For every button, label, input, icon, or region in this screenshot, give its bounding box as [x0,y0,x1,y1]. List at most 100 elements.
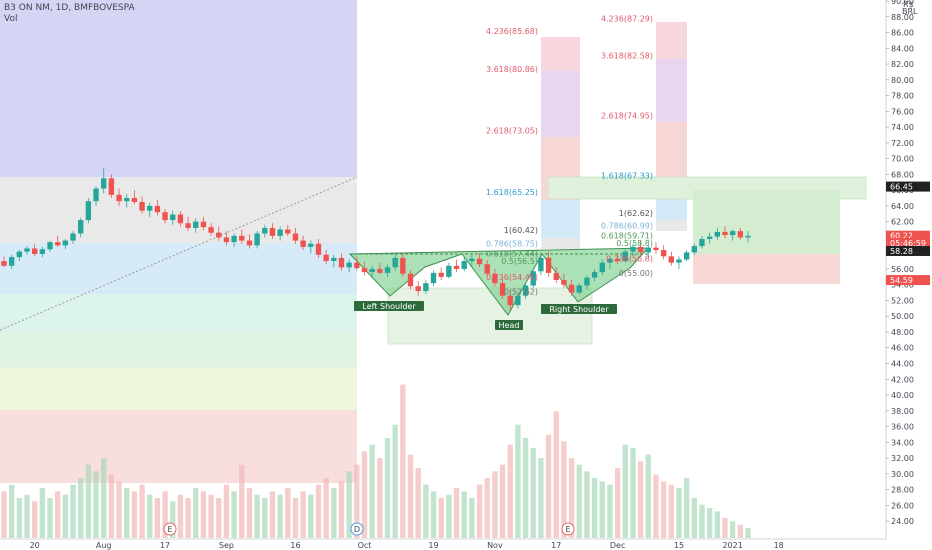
volume-bar [277,494,283,538]
candle-body [607,258,613,263]
candle-body [530,271,536,286]
candle-body [346,262,352,268]
candle-body [676,259,682,263]
candle-body [492,273,498,284]
volume-bar [154,498,161,538]
fib-left-blue [541,200,580,238]
volume-bar [8,484,15,538]
volume-bar [553,411,559,538]
fib-left-label: 0.786(58.75) [486,239,538,248]
volume-bar [39,488,46,538]
candle-body [584,277,590,286]
time-axis-ticks: 20 Aug 17 Sep 16 Oct 19 Nov 17 Dec 15 2021 18 [30,541,784,550]
fib-right-red [656,122,687,182]
volume-bar [292,498,299,538]
svg-text:E: E [565,525,570,534]
volume-bar [492,471,498,538]
candle-body [292,233,299,241]
region-purple [0,0,357,177]
candle-body [31,248,38,254]
fib-right-label: 0.5(58.8) [616,239,653,248]
volume-bar [55,491,61,538]
candle-body [39,249,46,254]
volume-bar [223,484,230,538]
candle-body [277,229,283,236]
volume-bar [323,478,329,538]
volume-bar [361,451,368,538]
head-shoulders-pattern[interactable] [348,247,650,316]
event-markers[interactable]: E D E [163,522,575,536]
candle-body [131,198,138,202]
candle-body [193,221,199,228]
region-grey [0,177,357,243]
volume-bar [331,488,337,538]
volume-legend[interactable]: Vol [4,14,18,24]
candle-body [400,257,406,274]
price-tag-label: 58.28 [890,247,913,256]
price-tick-label: 62.00 [891,218,914,227]
volume-bar [446,494,452,538]
candle-body [8,257,15,266]
volume-bar [538,458,544,538]
candle-body [538,257,544,272]
price-tag-bg [886,181,930,192]
candle-body [369,268,375,273]
volume-bar [722,518,728,538]
volume-bar [262,498,268,538]
volume-bar [170,501,176,538]
svg-text:E: E [167,525,172,534]
time-tick-label: Nov [487,541,503,550]
candlestick-series [1,168,751,310]
candle-body [499,283,506,296]
price-tag-label: 05:46:59 [890,239,926,248]
candle-body [384,267,391,273]
volume-bar [637,461,644,538]
price-tick-label: 44.00 [891,360,914,369]
volume-bar [254,494,260,538]
candle-body [62,240,69,246]
volume-bar [469,498,475,538]
profit-zone [693,190,840,254]
candle-body [714,231,721,237]
volume-bar [691,498,697,538]
price-tick-label: 46.00 [891,344,914,353]
price-tick-label: 68.00 [891,170,914,179]
fib-left-label: 1.618(65.25) [486,188,538,197]
price-tick-label: 36.00 [891,423,914,432]
price-tag-bg [886,275,930,286]
fib-left-label: 3.618(80.86) [486,65,538,74]
volume-bar [614,468,621,538]
candle-body [147,205,153,211]
neckline-zone [387,287,593,345]
volume-bar [93,471,99,538]
price-tick-label: 40.00 [891,391,914,400]
volume-bar [177,494,184,538]
fib-right-label: 1.618(67.33) [601,172,653,181]
price-axis-bg [886,0,932,540]
time-tick-label: 20 [30,541,40,550]
fib-right-label: 4.236(87.29) [601,14,653,23]
candle-body [469,258,475,262]
candle-body [323,254,329,262]
candle-body [1,261,7,266]
fib-right-label: 0(55.00) [619,269,653,278]
volume-bar [622,444,628,538]
volume-bar [737,524,744,538]
dividend-marker [350,522,364,536]
label-left-shoulder: Left Shoulder [362,302,416,311]
volume-bar [515,424,521,538]
earnings-marker-1 [163,522,177,536]
volume-bar [85,464,92,538]
candle-body [177,214,184,224]
candle-body [599,262,605,273]
region-teal [0,294,357,331]
candle-body [683,252,690,260]
volume-bar [530,448,536,538]
candle-body [737,231,744,238]
symbol-title[interactable]: B3 ON NM, 1D, BMFBOVESPA [4,3,135,13]
fib-left-label: 0.618(57.44) [486,250,538,259]
candle-body [729,231,736,236]
candle-body [568,284,575,293]
